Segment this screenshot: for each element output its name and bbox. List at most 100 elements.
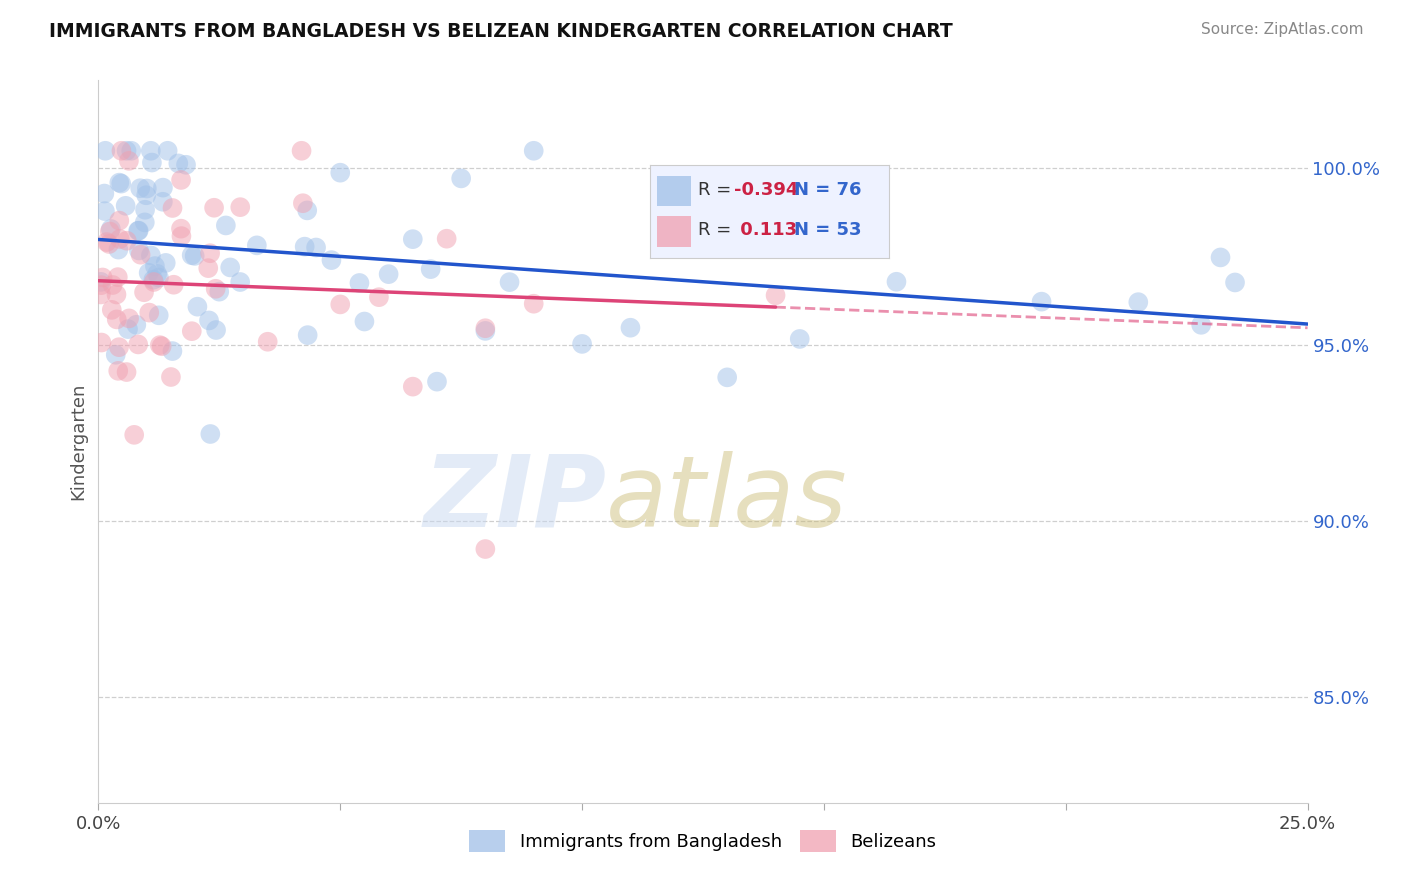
Point: [329, 166, 352, 180]
Point: [129, 248, 152, 262]
Text: -0.394: -0.394: [734, 181, 799, 200]
Point: [138, 266, 160, 280]
Point: [305, 240, 328, 254]
Point: [148, 270, 170, 285]
Point: [474, 321, 496, 335]
Point: [215, 219, 238, 233]
Point: [1031, 294, 1053, 309]
Point: [436, 232, 458, 246]
Text: R =: R =: [697, 181, 731, 200]
Point: [180, 324, 202, 338]
Point: [108, 213, 131, 227]
Point: [1223, 276, 1246, 290]
Point: [202, 201, 225, 215]
Point: [163, 277, 186, 292]
Point: [402, 379, 425, 393]
Point: [1128, 295, 1150, 310]
Point: [122, 427, 145, 442]
Point: [91, 270, 114, 285]
Point: [716, 370, 738, 384]
Point: [474, 542, 496, 557]
Point: [148, 308, 170, 322]
Point: [205, 323, 228, 337]
Point: [129, 181, 152, 195]
Point: [108, 340, 131, 354]
Point: [125, 318, 148, 332]
Point: [152, 180, 174, 194]
Point: [204, 282, 226, 296]
Point: [183, 249, 205, 263]
Point: [219, 260, 242, 275]
Point: [523, 296, 546, 310]
Point: [1209, 251, 1232, 265]
Point: [138, 305, 160, 319]
Point: [474, 324, 496, 338]
Point: [155, 256, 177, 270]
Text: R =: R =: [697, 221, 731, 239]
Point: [93, 186, 115, 201]
Point: [353, 314, 375, 328]
Point: [229, 200, 252, 214]
Point: [152, 194, 174, 209]
Point: [128, 244, 150, 258]
Point: [160, 370, 183, 384]
Point: [132, 285, 155, 300]
Point: [886, 275, 908, 289]
Point: [150, 339, 173, 353]
Point: [571, 337, 593, 351]
Point: [198, 313, 221, 327]
Text: Source: ZipAtlas.com: Source: ZipAtlas.com: [1201, 22, 1364, 37]
Point: [135, 181, 157, 195]
Point: [180, 248, 202, 262]
Point: [115, 365, 138, 379]
Point: [134, 202, 156, 217]
Point: [118, 153, 141, 168]
Point: [120, 144, 142, 158]
Point: [402, 232, 425, 246]
Point: [368, 290, 391, 304]
Text: 0.113: 0.113: [734, 221, 797, 239]
Point: [100, 222, 122, 236]
Point: [135, 188, 157, 202]
Text: atlas: atlas: [606, 450, 848, 548]
Point: [110, 177, 132, 191]
Text: N = 76: N = 76: [793, 181, 860, 200]
Point: [156, 144, 179, 158]
Point: [450, 171, 472, 186]
Point: [134, 215, 156, 229]
Point: [104, 348, 127, 362]
Legend: Immigrants from Bangladesh, Belizeans: Immigrants from Bangladesh, Belizeans: [463, 822, 943, 859]
Point: [117, 322, 139, 336]
Point: [143, 259, 166, 273]
Point: [297, 203, 319, 218]
Point: [668, 177, 690, 191]
Text: ZIP: ZIP: [423, 450, 606, 548]
Point: [167, 156, 190, 170]
Point: [426, 375, 449, 389]
Point: [200, 427, 222, 442]
Point: [118, 311, 141, 326]
Point: [186, 300, 208, 314]
Point: [105, 287, 128, 301]
Point: [108, 232, 131, 246]
Point: [170, 173, 193, 187]
Point: [229, 275, 252, 289]
Point: [90, 287, 112, 301]
Point: [170, 221, 193, 235]
Text: N = 53: N = 53: [793, 221, 860, 239]
Point: [523, 144, 546, 158]
Point: [115, 144, 138, 158]
Point: [94, 144, 117, 158]
Point: [110, 144, 132, 158]
Point: [256, 334, 278, 349]
Point: [94, 204, 117, 219]
Point: [162, 201, 184, 215]
Point: [197, 261, 219, 276]
Point: [90, 275, 112, 289]
Point: [162, 344, 184, 359]
Point: [498, 275, 520, 289]
Point: [208, 285, 231, 299]
Point: [198, 246, 221, 260]
Bar: [657, 217, 690, 247]
Bar: [657, 176, 690, 206]
